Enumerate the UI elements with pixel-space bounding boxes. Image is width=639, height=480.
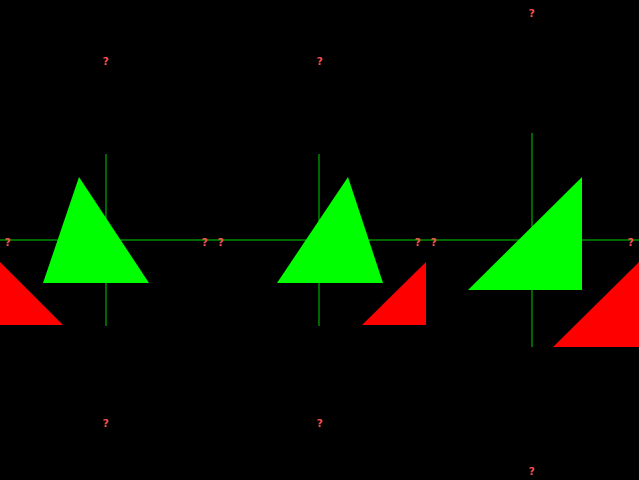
panel-3: ? ? ? ? — [431, 7, 639, 478]
panel-2: ? ? ? ? — [218, 55, 426, 430]
panel-1-marker-left: ? — [5, 236, 11, 249]
panel-3-red-right-triangle — [553, 262, 639, 347]
panel-2-marker-top: ? — [317, 55, 323, 68]
panel-2-red-right-triangle — [362, 262, 426, 325]
panel-3-green-right-triangle — [468, 177, 582, 290]
panel-1-marker-right: ? — [202, 236, 208, 249]
panel-1-green-triangle — [43, 177, 149, 283]
panel-3-marker-right: ? — [628, 236, 634, 249]
panel-2-green-triangle — [277, 177, 383, 283]
panel-2-marker-left: ? — [218, 236, 224, 249]
panel-1-red-triangle — [0, 262, 63, 325]
panel-1: ? ? ? ? — [0, 55, 208, 430]
panel-3-marker-left: ? — [431, 236, 437, 249]
panel-2-marker-bottom: ? — [317, 417, 323, 430]
panel-2-marker-right: ? — [415, 236, 421, 249]
panel-3-marker-top: ? — [529, 7, 535, 20]
panel-1-marker-top: ? — [103, 55, 109, 68]
panel-1-marker-bottom: ? — [103, 417, 109, 430]
panel-3-marker-bottom: ? — [529, 465, 535, 478]
